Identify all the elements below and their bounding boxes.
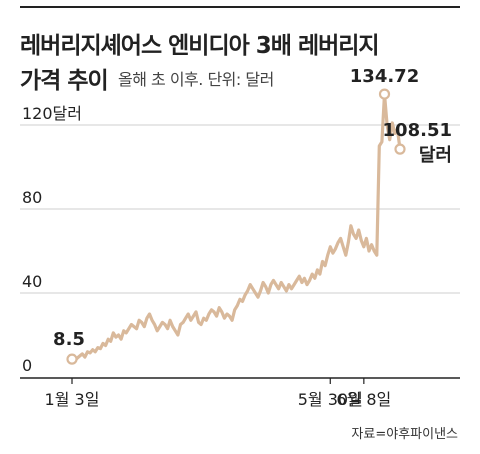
- annotated-point: [394, 143, 406, 155]
- start-value-label: 8.5: [53, 329, 85, 350]
- source-note: 자료=야후파이낸스: [351, 427, 458, 442]
- annotated-point: [378, 88, 391, 100]
- y-tick-label: 0: [22, 356, 32, 375]
- latest-unit-label: 달러: [419, 145, 452, 166]
- y-tick-label: 80: [22, 188, 42, 207]
- x-tick-label: 5월 30일: [298, 390, 363, 409]
- x-tick-label: 1월 3일: [45, 390, 100, 409]
- top-rule: [20, 6, 460, 8]
- latest-value-label: 108.51: [383, 120, 452, 141]
- chart-title-line2: 가격 추이: [20, 68, 109, 94]
- chart-title-line1: 레버리지셰어스 엔비디아 3배 레버리지: [20, 33, 380, 59]
- y-tick-label: 40: [22, 272, 42, 291]
- annotated-point: [66, 353, 78, 365]
- y-tick-label: 120달러: [22, 104, 82, 123]
- price-series-line: [70, 92, 402, 363]
- x-tick-label: 6월 8일: [336, 390, 391, 409]
- chart-subtitle: 올해 초 이후. 단위: 달러: [118, 70, 274, 89]
- peak-value-label: 134.72: [350, 66, 419, 87]
